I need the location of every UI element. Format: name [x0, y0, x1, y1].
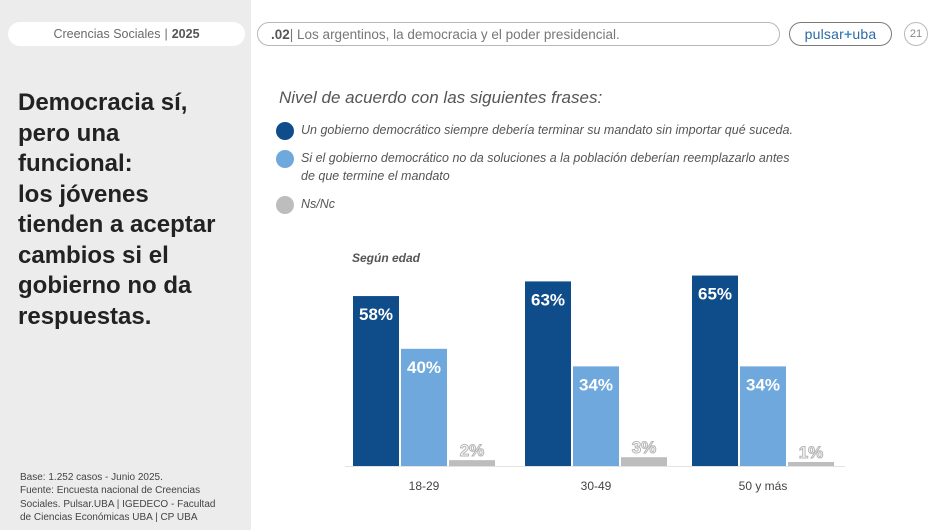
bar-50 y más-series-1: [692, 275, 738, 466]
report-title-pill: Creencias Sociales | 2025: [8, 22, 245, 46]
chart-title: Según edad: [352, 251, 421, 265]
data-label: 65%: [698, 285, 732, 304]
data-label: 63%: [531, 290, 565, 309]
section-title: | Los argentinos, la democracia y el pod…: [289, 26, 620, 42]
report-year: 2025: [171, 27, 200, 41]
report-title: Creencias Sociales: [53, 27, 161, 41]
legend-label: Un gobierno democrático siempre debería …: [301, 123, 793, 137]
footnote-line: de Ciencias Económicas UBA | CP UBA: [20, 511, 198, 523]
data-label: 3%: [632, 438, 657, 457]
legend-label: Ns/Nc: [301, 197, 336, 211]
headline-line: gobierno no da: [18, 272, 192, 299]
source-footnote: Base: 1.252 casos - Junio 2025. Fuente: …: [20, 471, 235, 524]
sidebar: Creencias Sociales | 2025 Democracia sí,…: [0, 0, 251, 530]
legend-item: Ns/Nc: [276, 195, 836, 214]
logo-text-right: uba: [852, 26, 877, 42]
footnote-line: Sociales. Pulsar.UBA | IGEDECO - Faculta…: [20, 498, 216, 510]
bar-50 y más-series-2: [740, 366, 786, 466]
x-tick-label: 50 y más: [739, 479, 788, 493]
headline: Democracia sí, pero una funcional: los j…: [18, 88, 243, 332]
footnote-line: Base: 1.252 casos - Junio 2025.: [20, 472, 163, 483]
headline-line: Democracia sí,: [18, 89, 188, 116]
headline-line: respuestas.: [18, 302, 152, 330]
logo-text-left: pulsar: [804, 26, 844, 42]
section-number: .02: [271, 26, 290, 42]
data-label: 1%: [799, 443, 824, 462]
bar-30-49-series-2: [573, 366, 619, 466]
legend-label: Si el gobierno democrático no da solucio…: [301, 151, 790, 165]
bar-18-29-series-2: [401, 348, 447, 466]
headline-line: cambios si el: [18, 241, 169, 269]
bar-30-49-series-3: [621, 457, 667, 466]
chart-subtitle: Nivel de acuerdo con las siguientes fras…: [279, 88, 603, 107]
page-number: 21: [904, 22, 928, 46]
x-tick-label: 18-29: [409, 479, 440, 493]
logo-mark: +: [843, 26, 853, 42]
bar-18-29-series-3: [449, 460, 495, 466]
legend-swatch: [276, 122, 294, 140]
headline-line: pero una: [18, 119, 120, 147]
data-label: 34%: [579, 375, 613, 394]
legend-label-line2: de que termine el mandato: [301, 169, 450, 183]
section-title-pill: .02 | Los argentinos, la democracia y el…: [257, 22, 780, 46]
headline-line: tienden a aceptar: [18, 211, 216, 238]
bar-18-29-series-1: [353, 296, 399, 466]
data-label: 2%: [460, 441, 485, 460]
legend-item: Un gobierno democrático siempre debería …: [276, 121, 836, 140]
x-tick-label: 30-49: [581, 479, 612, 493]
legend-swatch: [276, 150, 294, 168]
headline-line: los jóvenes: [18, 180, 149, 208]
bar-50 y más-series-3: [788, 462, 834, 466]
data-label: 58%: [359, 305, 393, 324]
legend-swatch: [276, 196, 294, 214]
legend-item: Si el gobierno democrático no da solucio…: [276, 149, 836, 185]
data-label: 40%: [407, 358, 441, 377]
report-title-separator: |: [164, 27, 168, 41]
data-label: 34%: [746, 375, 780, 394]
headline-line: funcional:: [18, 150, 133, 177]
pulsar-uba-logo: pulsar + uba: [789, 22, 892, 46]
bar-30-49-series-1: [525, 281, 571, 466]
footnote-line: Fuente: Encuesta nacional de Creencias: [20, 485, 201, 497]
